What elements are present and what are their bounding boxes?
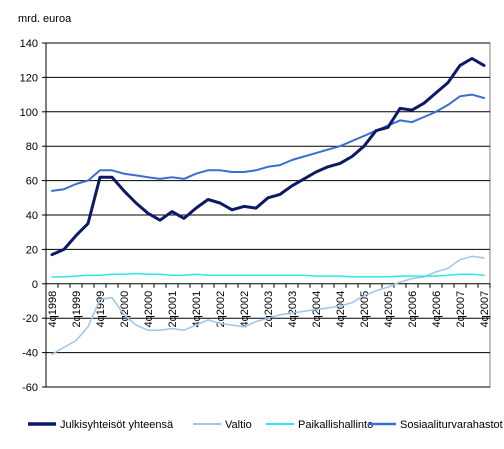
x-tick-label: 4q2002 — [239, 291, 251, 328]
x-tick-label: 2q2005 — [359, 291, 371, 328]
x-tick-label: 2q1999 — [71, 291, 83, 328]
y-tick-label: 100 — [20, 107, 38, 119]
y-tick-label: -20 — [22, 313, 38, 325]
x-tick-label: 4q2007 — [479, 291, 491, 328]
x-tick-label: 4q2003 — [287, 291, 299, 328]
y-tick-label: 60 — [26, 176, 38, 188]
x-axis: 4q1998 2q1999 4q1999 2q2000 4q2000 2q2001 4q20… — [45, 283, 491, 328]
legend: Julkisyhteisöt yhteensä Valtio Paikallisha… — [28, 419, 503, 431]
y-tick-label: 20 — [26, 244, 38, 256]
x-tick-label: 4q1998 — [47, 291, 59, 328]
x-tick-label: 4q2000 — [143, 291, 155, 328]
series-lines — [50, 57, 486, 356]
series-line-3 — [51, 93, 485, 192]
y-tick-label: 140 — [20, 38, 38, 50]
series-line-2 — [51, 272, 485, 278]
legend-label-2: Paikallishallinto — [298, 419, 373, 431]
x-tick-label: 2q2001 — [167, 291, 179, 328]
x-tick-label: 2q2003 — [263, 291, 275, 328]
legend-label-0: Julkisyhteisöt yhteensä — [60, 419, 174, 431]
y-axis: -60 -40 -20 0 20 40 60 80 100 120 140 — [20, 38, 47, 394]
y-tick-label: -40 — [22, 348, 38, 360]
x-tick-label: 4q1999 — [95, 291, 107, 328]
x-tick-label: 4q2001 — [191, 291, 203, 328]
x-tick-label: 2q2007 — [455, 291, 467, 328]
legend-label-1: Valtio — [225, 419, 252, 431]
y-tick-label: 120 — [20, 72, 38, 84]
y-tick-label: 80 — [26, 141, 38, 153]
x-tick-label: 4q2005 — [383, 291, 395, 328]
y-tick-label: 0 — [32, 279, 38, 291]
y-tick-label: 40 — [26, 210, 38, 222]
legend-label-3: Sosiaaliturvarahastot — [400, 419, 503, 431]
x-tick-label: 4q2004 — [335, 291, 347, 328]
gridlines — [45, 42, 491, 388]
x-tick-label: 4q2006 — [431, 291, 443, 328]
series-line-1 — [51, 255, 485, 356]
y-tick-label: -60 — [22, 382, 38, 394]
y-unit-label: mrd. euroa — [18, 13, 72, 25]
x-tick-label: 2q2006 — [407, 291, 419, 328]
series-line-0 — [50, 57, 486, 257]
x-tick-label: 2q2002 — [215, 291, 227, 328]
